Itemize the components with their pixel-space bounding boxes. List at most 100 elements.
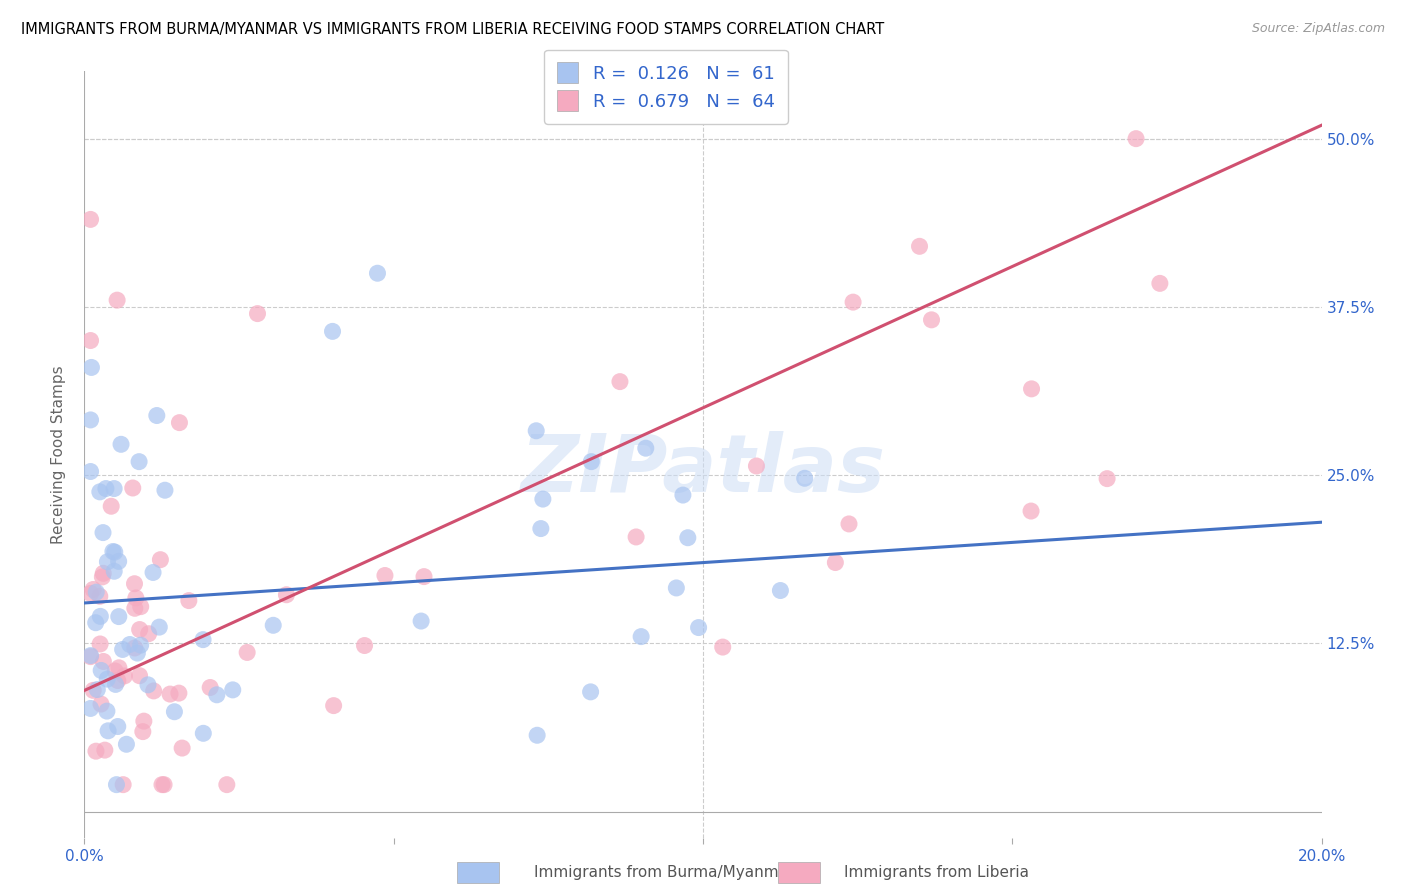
Point (124, 576, 146, 591)
Point (205, 688, 228, 702)
Point (413, 569, 436, 583)
Point (159, 687, 181, 701)
Point (79, 648, 101, 663)
Point (530, 522, 553, 536)
Point (824, 556, 846, 570)
Point (531, 492, 554, 507)
Point (94, 743, 117, 757)
Point (793, 471, 815, 485)
Point (581, 455, 603, 469)
Point (84, 585, 107, 599)
Point (112, 778, 135, 792)
Point (1149, 277, 1171, 291)
Point (121, 481, 143, 495)
Point (146, 409, 169, 423)
Point (103, 564, 125, 578)
Point (82, 683, 104, 698)
Point (110, 437, 132, 451)
Point (630, 630, 652, 644)
Point (114, 669, 136, 683)
Point (129, 638, 152, 652)
Point (104, 664, 127, 678)
Point (1019, 504, 1042, 518)
Point (246, 307, 269, 321)
Point (91, 525, 114, 540)
Point (89, 609, 111, 624)
Point (1095, 472, 1118, 486)
Point (676, 531, 699, 545)
Point (688, 621, 710, 635)
Point (163, 705, 186, 719)
Point (105, 778, 128, 792)
Point (153, 778, 176, 792)
Point (101, 544, 124, 558)
Y-axis label: Receiving Food Stamps: Receiving Food Stamps (51, 366, 66, 544)
Point (634, 441, 657, 455)
Point (745, 458, 768, 473)
Point (169, 416, 191, 430)
Point (138, 626, 160, 640)
Text: IMMIGRANTS FROM BURMA/MYANMAR VS IMMIGRANTS FROM LIBERIA RECEIVING FOOD STAMPS C: IMMIGRANTS FROM BURMA/MYANMAR VS IMMIGRA… (21, 22, 884, 37)
Point (96, 555, 118, 569)
Text: Immigrants from Liberia: Immigrants from Liberia (844, 865, 1029, 880)
Point (86, 682, 108, 697)
Point (262, 618, 284, 632)
Point (79, 701, 101, 715)
Point (142, 684, 165, 698)
Point (111, 642, 134, 657)
Legend: R =  0.126   N =  61, R =  0.679   N =  64: R = 0.126 N = 61, R = 0.679 N = 64 (544, 50, 787, 124)
Point (672, 488, 695, 502)
Point (97, 723, 120, 738)
Point (100, 500, 122, 514)
Point (94, 482, 117, 496)
Point (128, 623, 150, 637)
Point (108, 661, 131, 675)
Point (104, 545, 127, 559)
Point (93, 655, 115, 669)
Point (215, 778, 238, 792)
Point (79, 649, 101, 664)
Point (177, 593, 200, 607)
Point (129, 599, 152, 614)
Point (91, 570, 114, 584)
Point (84, 744, 107, 758)
Point (107, 673, 129, 688)
Point (172, 741, 194, 756)
Point (80, 360, 103, 375)
Point (524, 424, 547, 438)
Point (82, 582, 104, 597)
Point (769, 583, 792, 598)
Point (150, 778, 173, 792)
Point (579, 685, 602, 699)
Point (79, 586, 101, 600)
Point (89, 484, 111, 499)
Point (322, 324, 344, 338)
Point (236, 645, 259, 659)
Point (366, 266, 388, 280)
Point (89, 637, 111, 651)
Point (91, 566, 114, 581)
Point (142, 566, 165, 580)
Point (124, 601, 146, 615)
Text: Immigrants from Burma/Myanmar: Immigrants from Burma/Myanmar (534, 865, 794, 880)
Text: ZIPatlas: ZIPatlas (520, 431, 886, 509)
Text: Source: ZipAtlas.com: Source: ZipAtlas.com (1251, 22, 1385, 36)
Point (198, 681, 221, 695)
Point (665, 581, 688, 595)
Point (609, 375, 631, 389)
Point (276, 588, 298, 602)
Point (107, 609, 129, 624)
Point (90, 697, 112, 711)
Point (374, 568, 396, 582)
Point (167, 686, 190, 700)
Point (103, 482, 125, 496)
Point (104, 677, 127, 691)
Point (107, 719, 129, 733)
Point (411, 614, 433, 628)
Point (132, 714, 155, 728)
Point (96, 704, 118, 718)
Point (191, 632, 214, 647)
Point (96, 672, 118, 686)
Point (526, 728, 548, 742)
Point (908, 239, 931, 253)
